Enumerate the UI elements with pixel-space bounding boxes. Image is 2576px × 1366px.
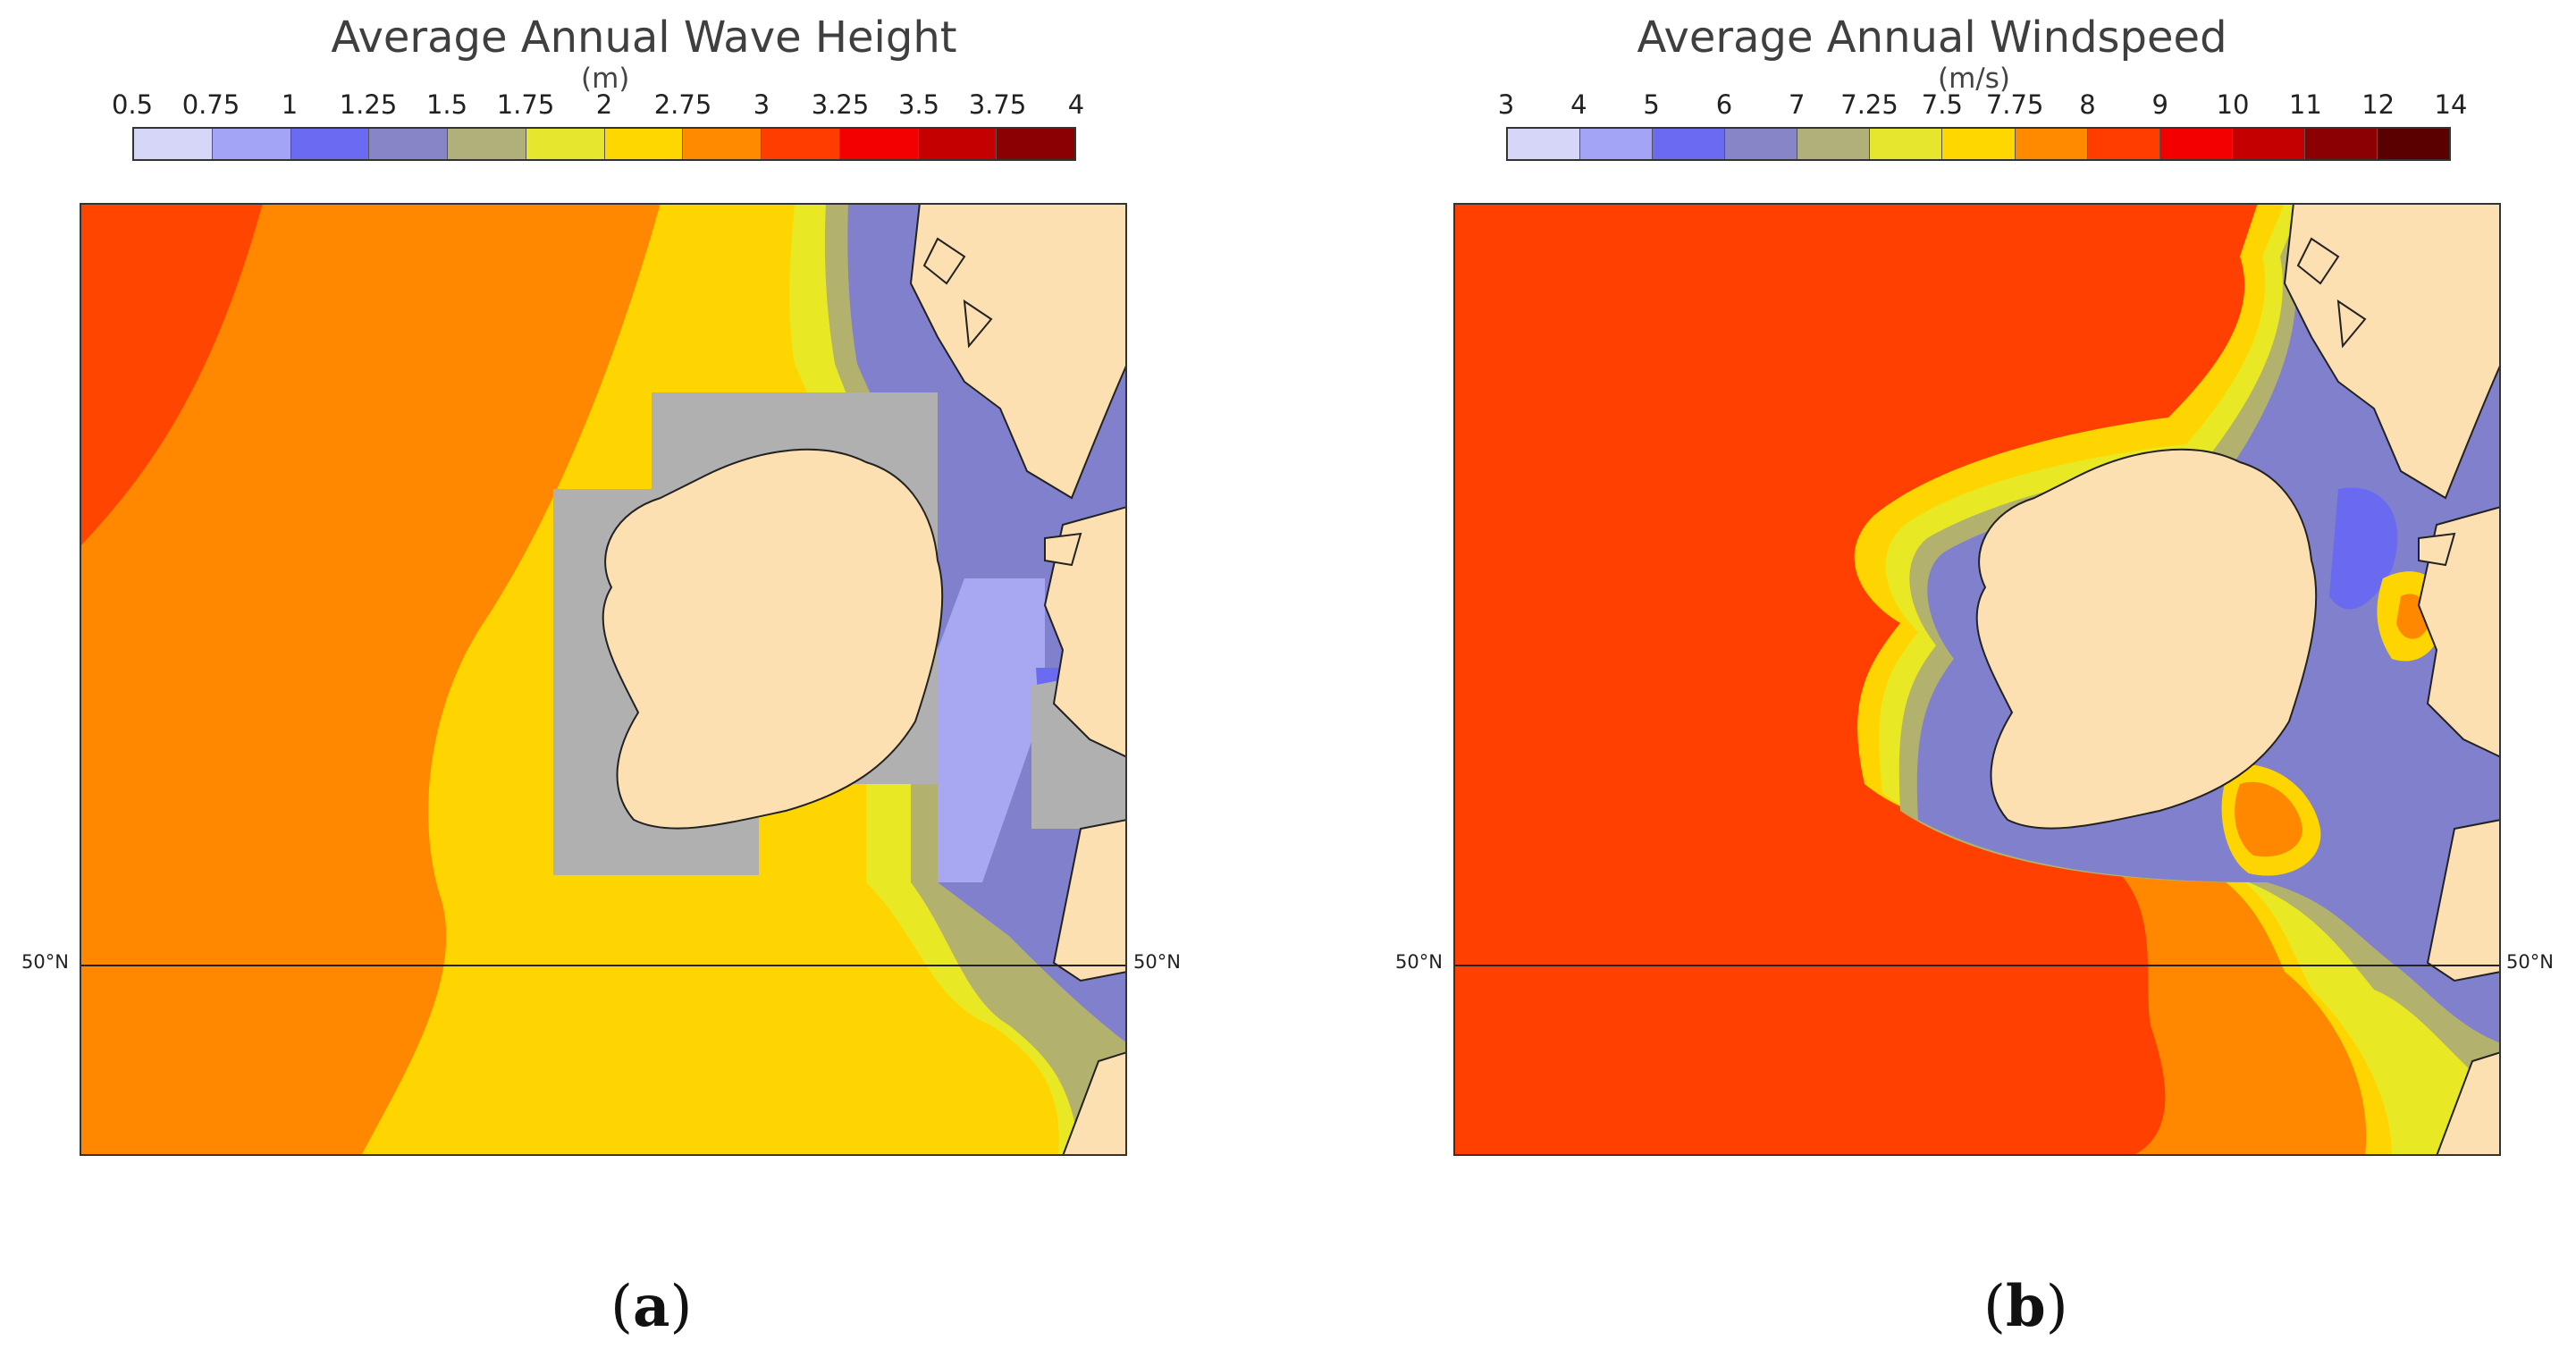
irish-sea-blue [2329, 487, 2398, 610]
france-land [1061, 1050, 1127, 1156]
colorbar-swatch [526, 129, 605, 159]
hebrides-land [922, 237, 993, 349]
panel-b-caption: (b) [1983, 1273, 2068, 1340]
panel-b-map [1453, 203, 2501, 1156]
colorbar-tick-label: 14 [2434, 89, 2468, 120]
panel-b-lat-right: 50°N [2506, 951, 2554, 973]
colorbar-tick-label: 3 [1497, 89, 1515, 120]
colorbar-tick-label: 5 [1643, 89, 1660, 120]
cornwall-land [1052, 818, 1127, 982]
colorbar-swatch [2015, 129, 2088, 159]
colorbar-tick-label: 12 [2361, 89, 2395, 120]
panel-a-colorbar [132, 127, 1076, 161]
colorbar-swatch [762, 129, 840, 159]
scotland-land [909, 203, 1127, 500]
colorbar-tick-label: 7.25 [1840, 89, 1898, 120]
caption-letter: b [2005, 1273, 2046, 1340]
colorbar-swatch [2232, 129, 2305, 159]
colorbar-swatch [683, 129, 762, 159]
colorbar-tick-label: 2.75 [653, 89, 712, 120]
colorbar-swatch [448, 129, 526, 159]
colorbar-tick-label: 3.5 [897, 89, 940, 120]
colorbar-tick-label: 1.75 [496, 89, 555, 120]
panel-b-title: Average Annual Windspeed [1637, 13, 2227, 63]
france-land [2435, 1050, 2501, 1156]
hebrides-land [2296, 237, 2367, 349]
colorbar-swatch [1870, 129, 1943, 159]
map-frame [80, 203, 1127, 1156]
panel-b-unit: (m/s) [1938, 63, 2010, 95]
panel-b-lat-left: 50°N [1395, 951, 1443, 973]
colorbar-swatch [839, 129, 919, 159]
ireland-land [1975, 448, 2318, 830]
ireland-land [602, 448, 944, 830]
colorbar-swatch [2087, 129, 2160, 159]
colorbar-tick-label: 1.25 [339, 89, 398, 120]
colorbar-swatch [1653, 129, 1726, 159]
colorbar-swatch [1942, 129, 2016, 159]
colorbar-swatch [369, 129, 448, 159]
scotland-land [2283, 203, 2501, 500]
panel-a-lat-right: 50°N [1133, 951, 1181, 973]
cornwall-land [2426, 818, 2501, 982]
colorbar-swatch [2159, 129, 2233, 159]
colorbar-swatch [997, 129, 1074, 159]
map-frame [1453, 203, 2501, 1156]
colorbar-swatch [604, 129, 684, 159]
caption-close: ) [2045, 1274, 2068, 1340]
england-wales-land [1043, 505, 1127, 759]
colorbar-tick-label: 4 [1570, 89, 1587, 120]
colorbar-swatch [290, 129, 370, 159]
colorbar-tick-label: 7.5 [1921, 89, 1963, 120]
colorbar-tick-label: 3.75 [968, 89, 1027, 120]
irish-sea-light [938, 578, 1045, 882]
panel-b-colorbar-labels: 3 4 5 6 7 7.25 7.5 7.75 8 9 10 11 12 14 [1498, 89, 2468, 123]
caption-letter: a [632, 1273, 670, 1340]
colorbar-tick-label: 11 [2288, 89, 2322, 120]
colorbar-swatch [918, 129, 998, 159]
colorbar-tick-label: 0.75 [181, 89, 240, 120]
england-wales-land [2417, 505, 2501, 759]
caption-open: ( [1983, 1274, 2006, 1340]
panel-a-colorbar-labels: 0.5 0.75 1 1.25 1.5 1.75 2 2.75 3 3.25 3.5 3.75 4 [112, 89, 1084, 123]
colorbar-tick-label: 8 [2079, 89, 2096, 120]
colorbar-tick-label: 3 [753, 89, 770, 120]
colorbar-tick-label: 0.5 [111, 89, 154, 120]
colorbar-tick-label: 4 [1067, 89, 1085, 120]
celtic-sea-orange-patch [2235, 781, 2302, 857]
panel-a-caption: (a) [610, 1273, 692, 1340]
isle-of-man-land [1044, 532, 1082, 567]
colorbar-tick-label: 10 [2216, 89, 2250, 120]
panel-b-colorbar [1506, 127, 2451, 161]
colorbar-tick-label: 2 [595, 89, 613, 120]
isle-of-man-land [2418, 532, 2456, 567]
colorbar-tick-label: 1.5 [425, 89, 468, 120]
colorbar-swatch [2304, 129, 2378, 159]
panel-a-wave-height: Average Annual Wave Height (m) 0.5 0.75 1 1… [21, 13, 1181, 1340]
colorbar-tick-label: 9 [2151, 89, 2168, 120]
colorbar-swatch [134, 129, 213, 159]
caption-close: ) [669, 1274, 693, 1340]
colorbar-tick-label: 7 [1788, 89, 1806, 120]
caption-open: ( [610, 1274, 633, 1340]
panel-a-title: Average Annual Wave Height [331, 13, 957, 63]
colorbar-tick-label: 1 [281, 89, 299, 120]
colorbar-tick-label: 7.75 [1985, 89, 2044, 120]
panel-a-map [80, 203, 1127, 1156]
colorbar-swatch [1508, 129, 1581, 159]
colorbar-swatch [1797, 129, 1871, 159]
colorbar-swatch [1580, 129, 1654, 159]
panel-a-unit: (m) [581, 63, 630, 95]
colorbar-swatch [212, 129, 291, 159]
panel-a-lat-left: 50°N [21, 951, 69, 973]
colorbar-swatch [2377, 129, 2450, 159]
colorbar-tick-label: 6 [1715, 89, 1733, 120]
colorbar-tick-label: 3.25 [811, 89, 870, 120]
colorbar-swatch [1725, 129, 1798, 159]
panel-b-windspeed: Average Annual Windspeed (m/s) 3 4 5 6 7 7.25… [1288, 0, 2576, 1366]
